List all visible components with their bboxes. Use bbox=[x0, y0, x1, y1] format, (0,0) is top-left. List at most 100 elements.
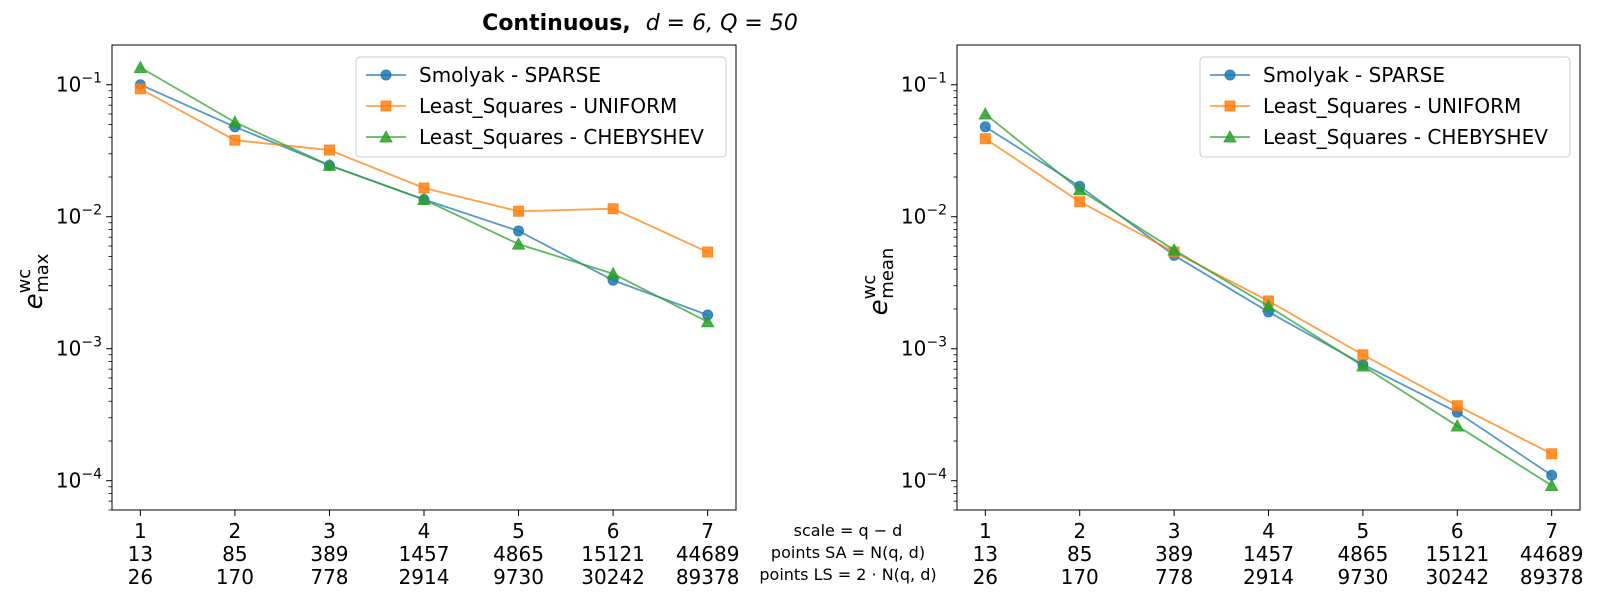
figure-title-bold: Continuous, bbox=[482, 11, 631, 36]
series-2 bbox=[134, 83, 714, 258]
legend-swatch-marker bbox=[1224, 69, 1236, 81]
legend-label: Least_Squares - CHEBYSHEV bbox=[1263, 125, 1548, 149]
data-point bbox=[513, 225, 525, 237]
x-tick-label: 7 bbox=[1545, 519, 1558, 543]
legend-box bbox=[1199, 56, 1571, 158]
figure-title-params: d = 6, Q = 50 bbox=[646, 11, 798, 36]
x-tick-label: 26 bbox=[128, 565, 153, 589]
data-point bbox=[1072, 182, 1087, 196]
x-tick-label: 13 bbox=[973, 542, 998, 566]
x-tick-label: 89378 bbox=[676, 565, 740, 589]
x-tick-label: 778 bbox=[1155, 565, 1193, 589]
x-tick-label: 15121 bbox=[1425, 542, 1489, 566]
legend: Smolyak - SPARSE Least_Squares - UNIFORM L… bbox=[1199, 56, 1571, 158]
x-tick-label: 2 bbox=[1073, 519, 1086, 543]
bottom-label-points-ls: points LS = 2 · N(q, d) bbox=[759, 565, 936, 584]
data-point bbox=[1450, 418, 1465, 432]
x-tick-label: 5 bbox=[1357, 519, 1370, 543]
data-point bbox=[322, 158, 337, 171]
x-tick-label: 26 bbox=[973, 565, 998, 589]
legend-label: Least_Squares - UNIFORM bbox=[1263, 94, 1521, 118]
legend-swatch-marker bbox=[1224, 100, 1236, 112]
x-tick-label: 4865 bbox=[493, 542, 544, 566]
data-point bbox=[511, 237, 526, 250]
x-tick-label: 1457 bbox=[399, 542, 450, 566]
y-tick-label: 10−1 bbox=[56, 71, 102, 97]
data-point bbox=[1451, 400, 1463, 412]
x-tick-label: 44689 bbox=[1520, 542, 1584, 566]
x-tick-label: 6 bbox=[1451, 519, 1464, 543]
y-axis-label: ewcmean bbox=[859, 248, 898, 316]
data-point bbox=[1167, 242, 1181, 256]
bottom-axis-legend: scale = q − d points SA = N(q, d) points… bbox=[759, 521, 936, 584]
series-3 bbox=[978, 106, 1559, 491]
x-tick-label: 1 bbox=[134, 519, 147, 543]
data-point bbox=[1546, 448, 1558, 460]
bottom-label-points-sa: points SA = N(q, d) bbox=[771, 543, 925, 562]
data-point bbox=[979, 133, 991, 145]
legend-swatch-marker bbox=[379, 129, 393, 143]
series-3 bbox=[133, 60, 715, 328]
legend-label: Smolyak - SPARSE bbox=[1263, 63, 1445, 87]
x-tick-label: 9730 bbox=[1337, 565, 1388, 589]
axes-group: 10−110−210−310−4113262851703389778414572… bbox=[14, 44, 1584, 589]
x-tick-label: 4 bbox=[1262, 519, 1275, 543]
data-point bbox=[1357, 349, 1369, 361]
y-tick-label: 10−2 bbox=[56, 203, 102, 229]
x-tick-label: 170 bbox=[216, 565, 254, 589]
data-point bbox=[418, 182, 430, 194]
x-tick-label: 89378 bbox=[1520, 565, 1584, 589]
x-tick-label: 1457 bbox=[1243, 542, 1294, 566]
y-tick-label: 10−3 bbox=[901, 335, 947, 361]
x-tick-label: 778 bbox=[310, 565, 348, 589]
data-point bbox=[133, 60, 148, 74]
data-point bbox=[417, 192, 431, 206]
x-tick-label: 6 bbox=[607, 519, 620, 543]
x-tick-label: 5 bbox=[512, 519, 525, 543]
bottom-label-scale: scale = q − d bbox=[794, 521, 903, 540]
data-point bbox=[1074, 196, 1086, 208]
x-tick-label: 2914 bbox=[399, 565, 450, 589]
data-point bbox=[513, 205, 525, 217]
data-point bbox=[979, 121, 991, 133]
legend-swatch-marker bbox=[1223, 129, 1237, 143]
x-tick-label: 30242 bbox=[1425, 565, 1489, 589]
x-tick-label: 3 bbox=[323, 519, 336, 543]
data-point bbox=[700, 314, 715, 328]
data-point bbox=[1544, 478, 1559, 491]
legend-swatch-marker bbox=[380, 69, 392, 81]
legend-swatch-marker bbox=[380, 100, 392, 112]
x-tick-label: 44689 bbox=[676, 542, 740, 566]
x-tick-label: 4865 bbox=[1337, 542, 1388, 566]
y-tick-label: 10−2 bbox=[901, 203, 947, 229]
y-axis-label: ewcmax bbox=[14, 253, 53, 309]
x-tick-label: 389 bbox=[310, 542, 348, 566]
x-tick-label: 85 bbox=[222, 542, 247, 566]
x-tick-label: 9730 bbox=[493, 565, 544, 589]
x-tick-label: 3 bbox=[1168, 519, 1181, 543]
data-point bbox=[134, 83, 146, 95]
x-tick-label: 30242 bbox=[581, 565, 645, 589]
x-tick-label: 2914 bbox=[1243, 565, 1294, 589]
legend-label: Smolyak - SPARSE bbox=[419, 63, 601, 87]
data-point bbox=[702, 246, 714, 258]
x-tick-label: 85 bbox=[1067, 542, 1092, 566]
figure-title: Continuous, d = 6, Q = 50 bbox=[482, 11, 798, 36]
data-point bbox=[1356, 358, 1370, 372]
x-tick-label: 389 bbox=[1155, 542, 1193, 566]
legend: Smolyak - SPARSE Least_Squares - UNIFORM L… bbox=[355, 56, 727, 158]
x-tick-label: 170 bbox=[1061, 565, 1099, 589]
x-tick-label: 13 bbox=[128, 542, 153, 566]
data-point bbox=[229, 134, 241, 146]
data-point bbox=[978, 106, 993, 120]
y-tick-label: 10−4 bbox=[56, 467, 102, 493]
y-tick-label: 10−1 bbox=[901, 71, 947, 97]
data-point bbox=[323, 144, 335, 156]
x-tick-label: 4 bbox=[418, 519, 431, 543]
data-point bbox=[607, 203, 619, 215]
legend-label: Least_Squares - UNIFORM bbox=[419, 94, 677, 118]
data-point bbox=[606, 266, 620, 280]
